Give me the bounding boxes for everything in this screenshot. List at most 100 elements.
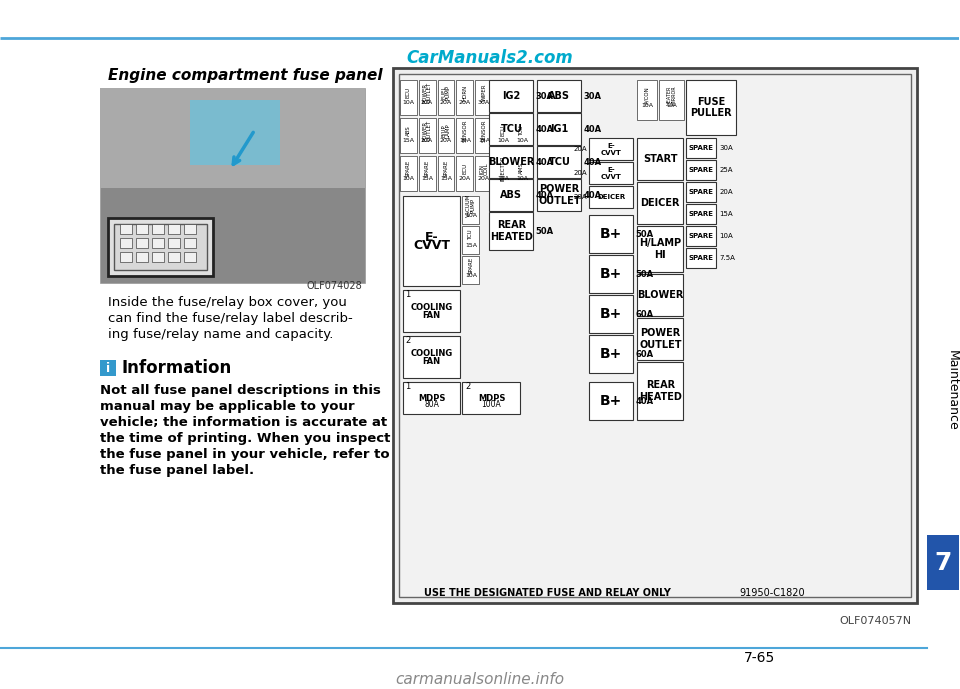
Bar [438, 118, 454, 153]
Text: Engine compartment fuse panel: Engine compartment fuse panel [108, 68, 382, 83]
Text: SPARE: SPARE [688, 211, 713, 217]
Bar [183, 224, 196, 234]
Text: 30A: 30A [478, 100, 490, 105]
Text: 15A: 15A [465, 243, 477, 247]
Bar [494, 156, 512, 191]
Text: the fuse panel in your vehicle, refer to: the fuse panel in your vehicle, refer to [100, 447, 390, 460]
Text: ing fuse/relay name and capacity.: ing fuse/relay name and capacity. [108, 327, 333, 340]
Bar [637, 138, 684, 180]
Text: DEICER: DEICER [640, 198, 680, 208]
Text: vehicle; the information is accurate at: vehicle; the information is accurate at [100, 415, 387, 429]
Text: 10A: 10A [666, 103, 677, 107]
Text: Maintenance: Maintenance [946, 349, 958, 431]
Text: INJECTOR: INJECTOR [500, 156, 505, 181]
Bar [402, 382, 461, 414]
FancyBboxPatch shape [927, 535, 959, 590]
Text: 15A: 15A [421, 176, 433, 181]
Text: MDPS: MDPS [418, 393, 445, 402]
Text: carmanualsonline.info: carmanualsonline.info [395, 672, 564, 686]
Bar [475, 156, 492, 191]
Text: SENSOR: SENSOR [482, 119, 487, 142]
Text: ECU: ECU [405, 87, 411, 98]
Text: POWER
OUTLET: POWER OUTLET [539, 184, 581, 206]
Text: ABS: ABS [405, 125, 411, 136]
Text: 40A: 40A [584, 158, 602, 167]
Text: 60A: 60A [636, 349, 654, 358]
Text: 10A: 10A [516, 176, 528, 181]
Text: B/UP
LAMP: B/UP LAMP [442, 123, 451, 138]
Text: A/CON: A/CON [645, 86, 650, 104]
Bar [100, 360, 116, 376]
Bar [514, 156, 531, 191]
Text: 40A: 40A [584, 125, 602, 134]
Bar [136, 252, 148, 262]
Text: USE THE DESIGNATED FUSE AND RELAY ONLY: USE THE DESIGNATED FUSE AND RELAY ONLY [424, 588, 671, 598]
Bar [457, 156, 473, 191]
Text: E-
CVVT: E- CVVT [601, 167, 622, 180]
Text: IG2: IG2 [502, 91, 520, 101]
Text: 20A: 20A [440, 100, 452, 105]
Text: SPARE: SPARE [688, 145, 713, 151]
Bar [402, 196, 461, 286]
Text: HORN: HORN [463, 84, 468, 101]
Bar [514, 118, 531, 153]
Bar [637, 226, 684, 272]
Text: 7: 7 [934, 551, 951, 575]
Bar [637, 362, 684, 420]
Text: 40A: 40A [584, 190, 602, 200]
Text: AMS: AMS [519, 163, 524, 174]
Text: 20A: 20A [459, 100, 471, 105]
Text: 25A: 25A [719, 167, 732, 173]
Bar [114, 224, 206, 270]
Bar [589, 255, 634, 293]
Bar [399, 156, 417, 191]
Bar [637, 274, 684, 316]
Text: 50A: 50A [636, 229, 654, 238]
Text: 100A: 100A [482, 400, 501, 409]
Bar [589, 215, 634, 253]
Text: 20A: 20A [574, 146, 588, 152]
Bar [168, 224, 180, 234]
Text: 10A: 10A [402, 100, 414, 105]
Bar [108, 218, 213, 276]
Text: 15A: 15A [719, 211, 732, 217]
Text: 10A: 10A [719, 233, 732, 239]
Bar [402, 336, 461, 378]
Text: 40A: 40A [536, 158, 554, 167]
Text: DEICER: DEICER [597, 194, 625, 200]
Text: 10A: 10A [459, 138, 471, 143]
Bar [393, 68, 917, 603]
Text: SENSOR: SENSOR [463, 119, 468, 142]
Text: 15A: 15A [402, 138, 414, 143]
Bar [686, 226, 716, 246]
Text: 10A: 10A [497, 138, 509, 143]
Text: 20A: 20A [574, 170, 588, 176]
Text: OLF074028: OLF074028 [307, 281, 363, 291]
Text: REAR
HEATED: REAR HEATED [490, 220, 533, 242]
Bar [183, 238, 196, 248]
Text: the fuse panel label.: the fuse panel label. [100, 464, 254, 477]
Text: REAR
HEATED: REAR HEATED [638, 380, 682, 402]
Text: FUSE
PULLER: FUSE PULLER [690, 96, 732, 119]
Bar [660, 80, 684, 120]
Text: 10A: 10A [465, 212, 477, 218]
Text: 15A: 15A [440, 176, 452, 181]
Text: B+: B+ [600, 394, 622, 408]
Text: B+: B+ [600, 347, 622, 361]
Bar [419, 156, 436, 191]
Text: 50A: 50A [536, 227, 554, 236]
Text: TCU: TCU [548, 157, 570, 167]
Text: TCU: TCU [500, 124, 522, 134]
Bar [637, 80, 658, 120]
Bar [686, 80, 736, 135]
Bar [589, 186, 634, 208]
Text: 10A: 10A [516, 138, 528, 143]
Text: E-
CVVT: E- CVVT [601, 143, 622, 156]
Text: IG1: IG1 [550, 124, 568, 134]
Bar [419, 80, 436, 115]
Text: manual may be applicable to your: manual may be applicable to your [100, 400, 354, 413]
Text: 7-65: 7-65 [744, 651, 775, 665]
Text: START: START [643, 154, 678, 164]
Text: 40A: 40A [636, 396, 654, 406]
Text: can find the fuse/relay label describ-: can find the fuse/relay label describ- [108, 311, 352, 325]
